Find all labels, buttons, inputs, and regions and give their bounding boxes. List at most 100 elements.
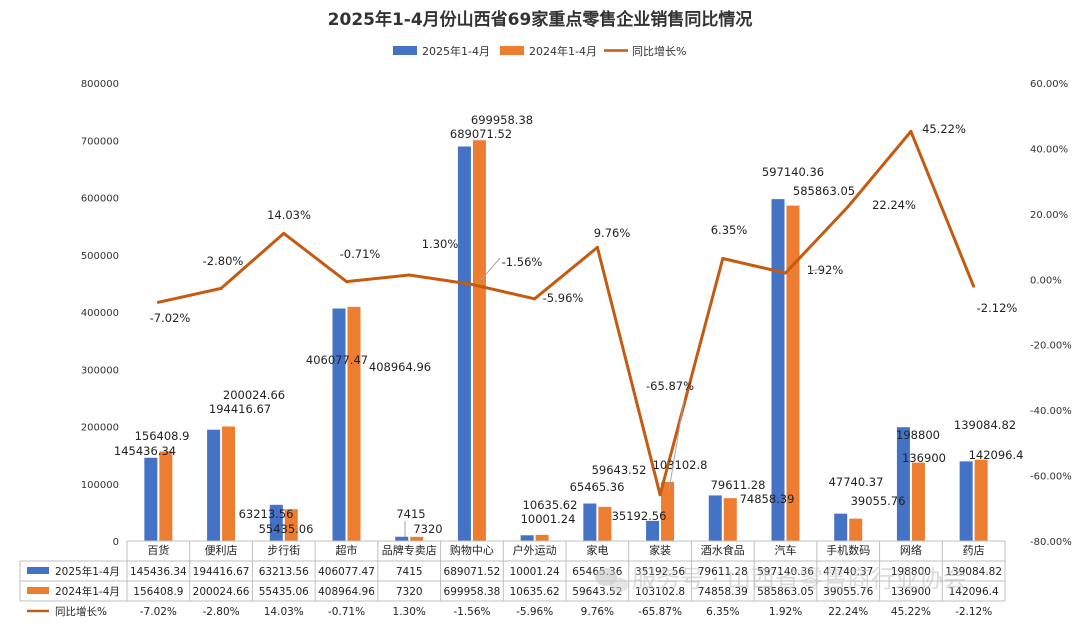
bar-2025 xyxy=(520,535,534,541)
y-right-tick: 0.00% xyxy=(1030,275,1062,286)
bar-2025 xyxy=(269,504,283,541)
axes: 0 100000 200000 300000 400000 500000 600000 700… xyxy=(81,79,1072,548)
data-label-2024: 408964.96 xyxy=(369,360,431,374)
growth-point xyxy=(784,271,787,275)
table-cell: 408964.96 xyxy=(318,586,375,598)
y-left-tick: 200000 xyxy=(81,423,119,434)
watermark: 服务号 · 山西省零售商行业协会 xyxy=(595,565,967,593)
bar-2024 xyxy=(974,459,988,541)
table-cell: 142096.4 xyxy=(949,586,999,598)
y-right-tick: 40.00% xyxy=(1030,144,1068,155)
growth-line xyxy=(156,129,976,497)
y-left-tick: 100000 xyxy=(81,480,119,491)
table-cell: 10635.62 xyxy=(510,586,560,598)
data-label-2025: 406077.47 xyxy=(306,353,368,367)
y-left-tick: 300000 xyxy=(81,365,119,376)
data-label-2024: 59643.52 xyxy=(592,463,647,477)
table-cell: 136900 xyxy=(891,586,931,598)
table-cell: 1.92% xyxy=(769,606,802,618)
data-label-growth: 45.22% xyxy=(922,122,966,136)
legend-swatch-2024 xyxy=(500,46,524,55)
y-right-tick: -40.00% xyxy=(1030,406,1072,417)
data-label-2024: 39055.76 xyxy=(851,494,906,508)
growth-line-path xyxy=(158,129,975,497)
data-label-2025: 597140.36 xyxy=(762,165,824,179)
table-row-label: 同比增长% xyxy=(55,605,107,618)
table-cell: -65.87% xyxy=(638,606,682,618)
data-label-2025: 689071.52 xyxy=(450,127,512,141)
data-label-growth: -7.02% xyxy=(150,311,191,325)
table-cell: 10001.24 xyxy=(510,566,560,578)
table-cell: 145436.34 xyxy=(130,566,187,578)
data-label-growth: 14.03% xyxy=(267,208,311,222)
table-cell: 35192.56 xyxy=(635,566,685,578)
table-cell: 597140.36 xyxy=(757,566,814,578)
data-label-2025: 79611.28 xyxy=(711,478,766,492)
table-cell: -2.12% xyxy=(955,606,992,618)
data-label-2025: 198800 xyxy=(896,428,940,442)
table-cell: -0.71% xyxy=(328,606,365,618)
bar-2024 xyxy=(598,506,612,541)
category-label: 酒水食品 xyxy=(701,543,745,557)
bar-2024 xyxy=(849,518,863,541)
chart-title: 2025年1-4月份山西省69家重点零售企业销售同比情况 xyxy=(328,9,753,30)
growth-point xyxy=(282,231,286,235)
category-label: 超市 xyxy=(336,543,358,557)
legend: 2025年1-4月 2024年1-4月 同比增长% xyxy=(393,44,686,58)
data-label-2025: 145436.34 xyxy=(114,444,176,458)
bar-2025 xyxy=(207,429,221,541)
data-label-growth: -0.71% xyxy=(340,247,381,261)
legend-label-2024: 2024年1-4月 xyxy=(529,44,597,58)
data-label-2024: 200024.66 xyxy=(223,388,285,402)
growth-point xyxy=(407,273,411,277)
bar-2024 xyxy=(723,498,737,541)
table-cell: 200024.66 xyxy=(193,586,250,598)
bar-2025 xyxy=(834,513,848,541)
table-cell: 59643.52 xyxy=(572,586,622,598)
y-left-tick: 600000 xyxy=(81,194,119,205)
table-cell: 6.35% xyxy=(706,606,739,618)
data-label-2024: 699958.38 xyxy=(471,113,533,127)
table-cell: -5.96% xyxy=(516,606,553,618)
bar-2025 xyxy=(395,536,409,541)
growth-point xyxy=(156,300,160,304)
table-cell: 699958.38 xyxy=(444,586,501,598)
bars xyxy=(144,140,988,542)
bar-2025 xyxy=(646,520,660,541)
data-label-growth: 22.24% xyxy=(872,198,916,212)
data-label-2024: 10635.62 xyxy=(523,498,578,512)
category-label: 百货 xyxy=(147,543,169,557)
data-label-2025: 63213.56 xyxy=(239,507,294,521)
growth-point xyxy=(658,493,662,497)
legend-swatch-2025 xyxy=(393,46,417,55)
growth-point xyxy=(972,284,976,288)
table-cell: -7.02% xyxy=(140,606,177,618)
bar-2025 xyxy=(959,461,973,541)
leader-line xyxy=(668,399,685,491)
bar-2025 xyxy=(583,503,597,541)
y-left-tick: 700000 xyxy=(81,136,119,147)
y-right-tick: 60.00% xyxy=(1030,79,1068,90)
table-cell: 7415 xyxy=(396,566,423,578)
data-label-2025: 35192.56 xyxy=(612,509,667,523)
bar-2024 xyxy=(284,509,298,541)
table-row-label: 2025年1-4月 xyxy=(55,565,120,578)
data-label-2024: 156408.9 xyxy=(135,429,190,443)
category-label: 家电 xyxy=(586,543,608,557)
data-label-2025: 194416.67 xyxy=(209,402,271,416)
data-label-2024: 74858.39 xyxy=(740,492,795,506)
table-cell: 689071.52 xyxy=(444,566,501,578)
table-cell: 9.76% xyxy=(581,606,614,618)
y-right-tick: 20.00% xyxy=(1030,210,1068,221)
legend-label-growth: 同比增长% xyxy=(632,44,686,58)
category-label: 网络 xyxy=(900,543,922,557)
table-cell: 585863.05 xyxy=(757,586,814,598)
table-cell: 79611.28 xyxy=(698,566,748,578)
legend-label-2025: 2025年1-4月 xyxy=(422,44,490,58)
growth-point xyxy=(533,297,537,301)
table-cell: 39055.76 xyxy=(823,586,873,598)
table-cell: 55435.06 xyxy=(259,586,309,598)
y-left-tick: 800000 xyxy=(81,79,119,90)
bar-2025 xyxy=(144,457,158,541)
